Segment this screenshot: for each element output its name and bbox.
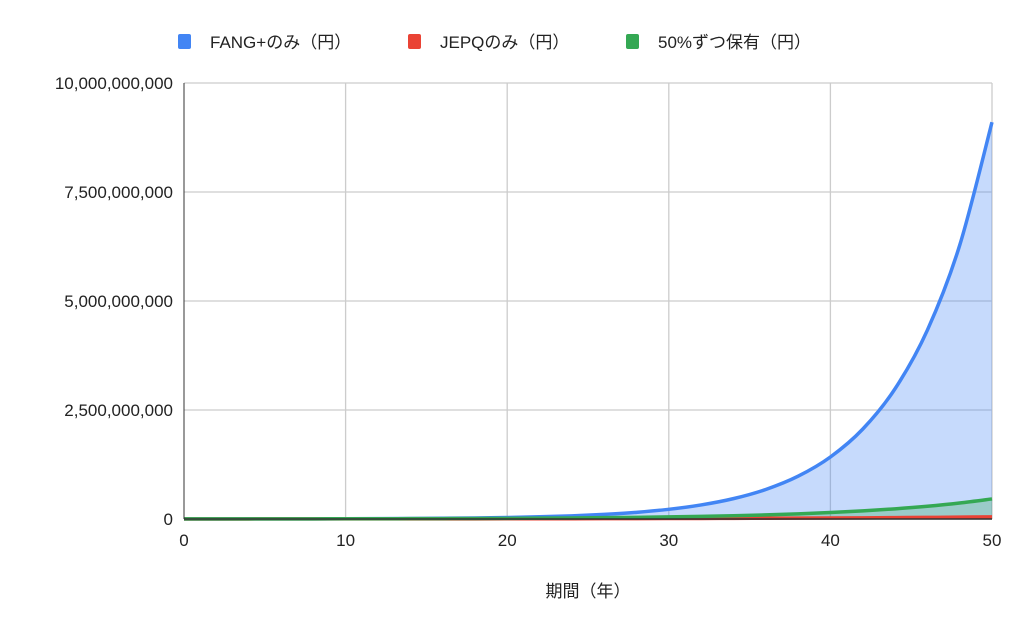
legend-swatch: [626, 34, 639, 49]
legend-label: JEPQのみ（円）: [440, 33, 569, 52]
x-axis-title: 期間（年）: [546, 582, 631, 601]
y-tick-label: 5,000,000,000: [64, 292, 173, 311]
x-tick-label: 40: [821, 531, 840, 550]
legend: FANG+のみ（円） JEPQのみ（円） 50%ずつ保有（円）: [178, 33, 811, 52]
y-tick-label: 10,000,000,000: [55, 74, 173, 93]
legend-label: 50%ずつ保有（円）: [658, 33, 811, 52]
x-tick-label: 20: [498, 531, 517, 550]
y-tick-label: 2,500,000,000: [64, 401, 173, 420]
series-area: [184, 122, 992, 520]
legend-label: FANG+のみ（円）: [210, 33, 351, 52]
y-tick-labels: 0 2,500,000,000 5,000,000,000 7,500,000,000…: [55, 74, 173, 529]
y-tick-label: 7,500,000,000: [64, 183, 173, 202]
legend-swatch: [178, 34, 191, 49]
grid: [184, 82, 993, 520]
x-tick-label: 30: [659, 531, 678, 550]
x-tick-label: 0: [179, 531, 188, 550]
x-tick-labels: 0 10 20 30 40 50: [179, 531, 1001, 550]
y-tick-label: 0: [164, 510, 173, 529]
series-areas: [184, 122, 992, 520]
legend-swatch: [408, 34, 421, 49]
x-tick-label: 10: [336, 531, 355, 550]
x-tick-label: 50: [983, 531, 1002, 550]
